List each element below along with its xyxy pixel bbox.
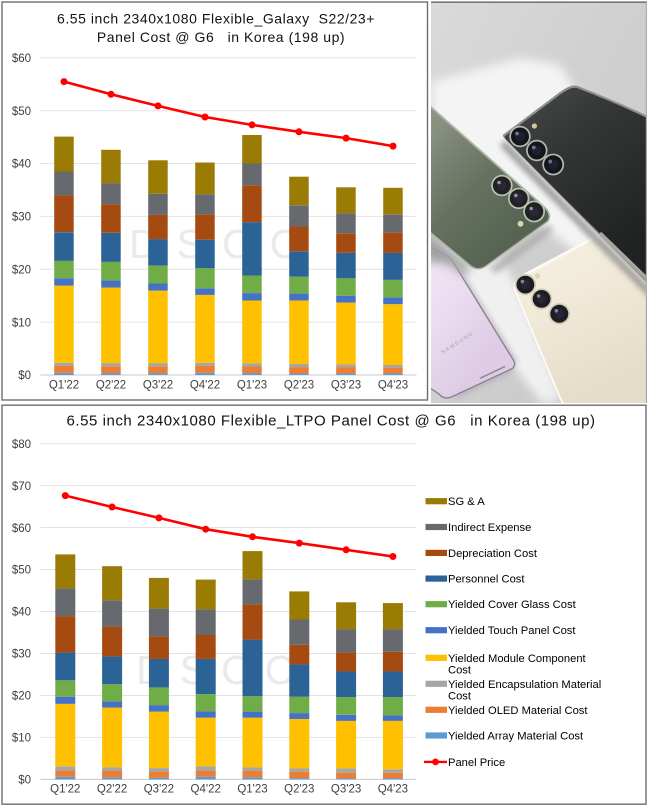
svg-text:6.55 inch 2340x1080 Flexible_L: 6.55 inch 2340x1080 Flexible_LTPO Panel … bbox=[66, 413, 595, 430]
svg-text:Yielded OLED Material Cost: Yielded OLED Material Cost bbox=[448, 705, 588, 717]
svg-text:Q4'22: Q4'22 bbox=[191, 784, 221, 796]
svg-text:Q1'22: Q1'22 bbox=[50, 784, 80, 796]
svg-text:$0: $0 bbox=[18, 370, 31, 382]
svg-text:$40: $40 bbox=[12, 159, 31, 171]
svg-text:$50: $50 bbox=[12, 106, 31, 118]
svg-text:Panel Cost @ G6 in Korea (19: Panel Cost @ G6 in Korea (198 up) bbox=[97, 29, 345, 45]
svg-text:Q3'22: Q3'22 bbox=[143, 380, 173, 392]
svg-text:6.55 inch 2340x1080 Flexible_G: 6.55 inch 2340x1080 Flexible_Galaxy S22/… bbox=[57, 11, 375, 27]
svg-text:Q3'23: Q3'23 bbox=[331, 784, 361, 796]
svg-text:$20: $20 bbox=[12, 691, 31, 703]
svg-text:$10: $10 bbox=[12, 317, 31, 329]
svg-text:Q3'22: Q3'22 bbox=[144, 784, 174, 796]
svg-text:$50: $50 bbox=[12, 565, 31, 577]
svg-text:Q2'22: Q2'22 bbox=[97, 784, 127, 796]
svg-text:Cost: Cost bbox=[448, 691, 472, 703]
svg-text:Cost: Cost bbox=[448, 665, 472, 677]
svg-text:$70: $70 bbox=[12, 481, 31, 493]
svg-text:$60: $60 bbox=[12, 523, 31, 535]
svg-text:Q4'23: Q4'23 bbox=[378, 380, 408, 392]
svg-text:Q2'23: Q2'23 bbox=[284, 784, 314, 796]
svg-text:Yielded Cover Glass Cost: Yielded Cover Glass Cost bbox=[448, 599, 577, 611]
svg-text:Yielded Touch Panel Cost: Yielded Touch Panel Cost bbox=[448, 625, 576, 637]
svg-text:Q1'23: Q1'23 bbox=[237, 380, 267, 392]
svg-text:Personnel Cost: Personnel Cost bbox=[448, 574, 525, 586]
svg-text:$10: $10 bbox=[12, 733, 31, 745]
svg-text:Yielded Array Material Cost: Yielded Array Material Cost bbox=[448, 731, 584, 743]
svg-text:Depreciation Cost: Depreciation Cost bbox=[448, 548, 538, 560]
svg-text:Q1'23: Q1'23 bbox=[237, 784, 267, 796]
svg-text:Q1'22: Q1'22 bbox=[49, 380, 79, 392]
svg-text:$60: $60 bbox=[12, 53, 31, 65]
svg-text:$30: $30 bbox=[12, 649, 31, 661]
svg-text:Q4'23: Q4'23 bbox=[378, 784, 408, 796]
svg-text:Q2'22: Q2'22 bbox=[96, 380, 126, 392]
svg-text:Yielded Encapsulation Material: Yielded Encapsulation Material bbox=[448, 679, 601, 691]
svg-text:$30: $30 bbox=[12, 212, 31, 224]
svg-text:Q4'22: Q4'22 bbox=[190, 380, 220, 392]
svg-text:Q2'23: Q2'23 bbox=[284, 380, 314, 392]
svg-text:Panel Price: Panel Price bbox=[448, 757, 505, 769]
svg-text:Yielded Module Component: Yielded Module Component bbox=[448, 653, 587, 665]
svg-text:SG & A: SG & A bbox=[448, 496, 485, 508]
svg-text:$80: $80 bbox=[12, 439, 31, 451]
svg-text:Indirect Expense: Indirect Expense bbox=[448, 522, 531, 534]
svg-text:$20: $20 bbox=[12, 265, 31, 277]
svg-text:Q3'23: Q3'23 bbox=[331, 380, 361, 392]
svg-text:$40: $40 bbox=[12, 607, 31, 619]
svg-text:$0: $0 bbox=[18, 775, 31, 787]
